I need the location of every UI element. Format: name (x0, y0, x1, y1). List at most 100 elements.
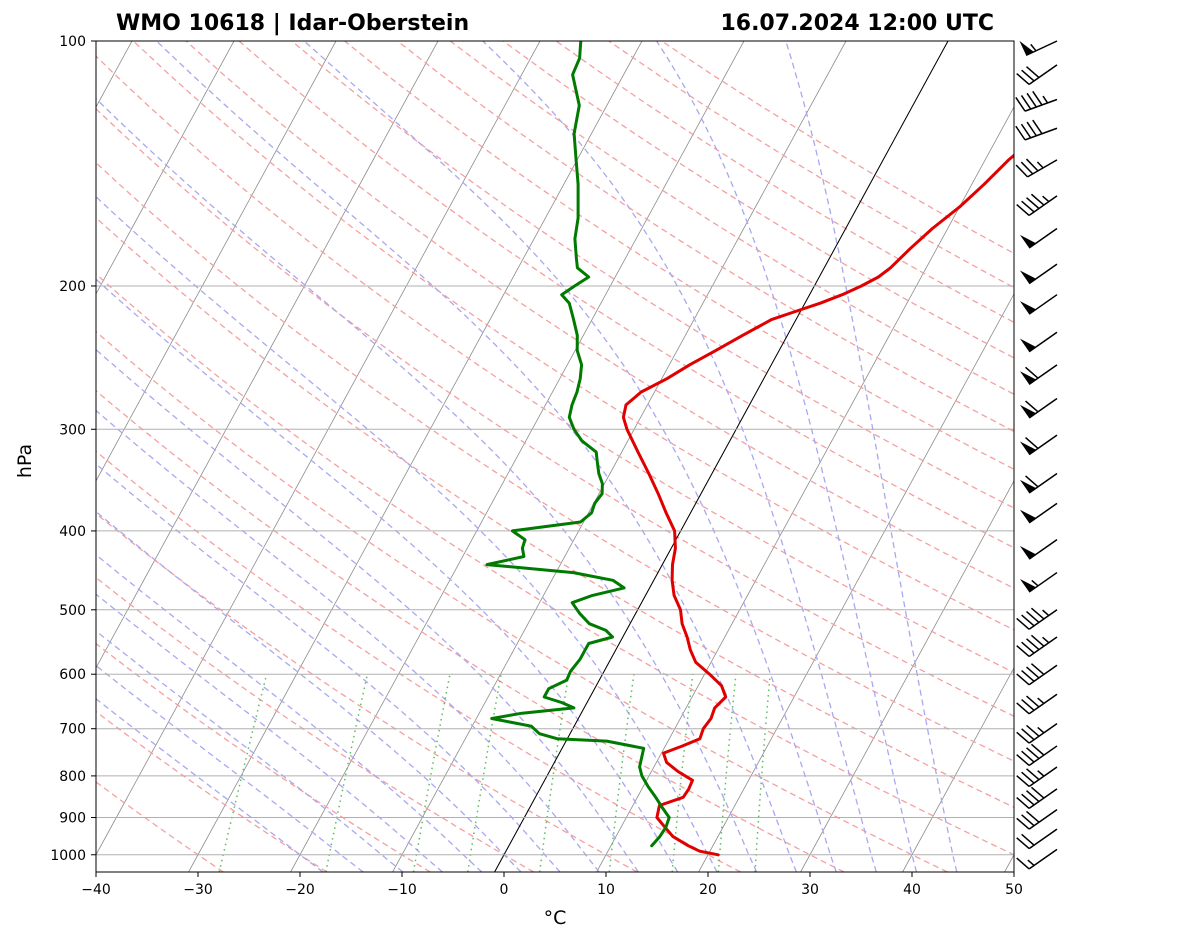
x-tick-label: 50 (1005, 882, 1023, 898)
y-tick-label: 700 (59, 722, 86, 738)
dry-adiabat-line (96, 710, 328, 872)
moist-adiabat-line (303, 41, 837, 872)
isotherm-line (698, 293, 1014, 872)
isotherm-line (96, 41, 439, 669)
dry-adiabat-line (96, 389, 845, 872)
y-tick-label: 900 (59, 811, 86, 827)
moist-adiabat-line (96, 278, 679, 872)
wind-barb (1019, 40, 1058, 57)
isotherm-line (96, 41, 337, 482)
dry-adiabat-line (96, 576, 535, 872)
wind-barb (1016, 808, 1058, 830)
wind-barb (1016, 64, 1058, 86)
y-tick-label: 100 (59, 34, 86, 50)
moist-adiabat-line (96, 463, 561, 872)
y-tick-label: 1000 (50, 848, 86, 864)
wind-barb (1019, 331, 1058, 353)
x-tick-label: −10 (387, 882, 417, 898)
wind-barb (1016, 607, 1058, 630)
moist-adiabat-line (96, 593, 443, 872)
moist-adiabat-line (96, 698, 324, 872)
zero-isotherm-line (494, 41, 949, 872)
isotherm-line (290, 41, 745, 872)
moist-adiabat-line (785, 41, 958, 872)
y-axis-label: hPa (14, 444, 36, 478)
dry-adiabat-line (238, 41, 1014, 549)
isotherm-line (188, 41, 643, 872)
x-tick-label: −40 (81, 882, 111, 898)
dry-adiabat-line (96, 330, 948, 872)
moist-adiabat-line (96, 409, 600, 872)
dry-adiabat-line (96, 55, 1014, 674)
x-tick-label: −20 (285, 882, 315, 898)
y-tick-label: 300 (59, 422, 86, 438)
moist-adiabat-line (96, 630, 404, 872)
x-axis-ticks: −40 −30 −20 −10 0 10 20 30 40 50 (81, 872, 1023, 898)
wind-barb (1019, 263, 1058, 285)
moist-adiabat-line (156, 41, 798, 872)
x-tick-label: 30 (801, 882, 819, 898)
wind-barb (1019, 397, 1058, 419)
wind-barb (1016, 828, 1058, 850)
dry-adiabat-line (185, 41, 1014, 589)
moist-adiabat-line (96, 553, 483, 872)
y-tick-label: 400 (59, 524, 86, 540)
dry-adiabat-line (344, 41, 1014, 470)
isotherm-line (96, 41, 541, 856)
wind-barb (1016, 766, 1058, 788)
wind-barb (1019, 539, 1058, 560)
dry-adiabat-line (132, 41, 1014, 631)
moist-adiabat-line (96, 348, 639, 872)
wind-barb (1019, 472, 1058, 494)
dry-adiabat-line (96, 161, 1014, 762)
wind-barb (1016, 693, 1058, 715)
background-lines (96, 41, 1014, 872)
moist-adiabat-line (96, 510, 522, 872)
wind-barb (1019, 294, 1058, 315)
dry-adiabat-line (96, 450, 741, 872)
x-tick-label: −30 (183, 882, 213, 898)
dry-adiabat-line (96, 216, 1014, 809)
x-tick-label: 10 (597, 882, 615, 898)
mixing-ratio-line (754, 674, 771, 872)
wind-barb (1016, 663, 1058, 686)
moist-adiabat-line (482, 41, 877, 872)
y-tick-label: 500 (59, 603, 86, 619)
wind-barb (1015, 90, 1058, 112)
dry-adiabat-line (661, 41, 1014, 255)
wind-barb (1016, 743, 1058, 767)
moist-adiabat-line (96, 664, 364, 872)
x-tick-label: 40 (903, 882, 921, 898)
isotherm-line (1004, 853, 1014, 872)
dry-adiabat-line (449, 41, 1014, 395)
x-axis-label: °C (544, 907, 567, 929)
dry-adiabat-line (96, 781, 224, 872)
y-tick-label: 200 (59, 279, 86, 295)
mixing-ratio-line (218, 674, 268, 872)
isotherm-line (800, 480, 1014, 872)
moist-adiabat-line (656, 41, 918, 872)
dry-adiabat-line (291, 41, 1014, 509)
wind-barb (1016, 634, 1058, 658)
wind-barb (1019, 434, 1058, 456)
y-tick-label: 800 (59, 769, 86, 785)
chart-title-datetime: 16.07.2024 12:00 UTC (720, 11, 994, 36)
isotherm-line (96, 41, 235, 295)
wind-barb (1016, 786, 1058, 810)
dry-adiabat-line (96, 107, 1014, 717)
plot-frame (95, 40, 1015, 873)
wind-barb (1019, 364, 1058, 385)
x-tick-label: 0 (500, 882, 509, 898)
wind-barb (1016, 193, 1058, 216)
wind-barb (1019, 502, 1058, 524)
temperature-profile-line (621, 153, 1014, 857)
wind-barb (1015, 158, 1058, 178)
dewpoint-profile-line (485, 41, 671, 848)
sounding-profiles (485, 41, 1014, 857)
isotherm-line (902, 666, 1014, 872)
wind-barb (1019, 227, 1058, 249)
isotherm-line (596, 106, 1014, 872)
chart-title-station: WMO 10618 | Idar-Oberstein (116, 11, 469, 36)
dry-adiabat-line (96, 273, 1014, 856)
